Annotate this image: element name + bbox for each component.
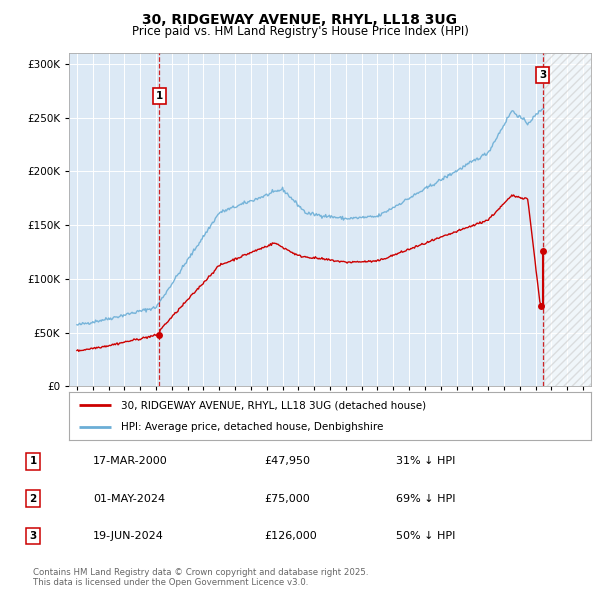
Text: 01-MAY-2024: 01-MAY-2024 [93,494,165,503]
Text: £126,000: £126,000 [264,531,317,540]
Text: 1: 1 [29,457,37,466]
Text: £75,000: £75,000 [264,494,310,503]
Text: 3: 3 [539,70,547,80]
Text: 69% ↓ HPI: 69% ↓ HPI [396,494,455,503]
Text: 30, RIDGEWAY AVENUE, RHYL, LL18 3UG (detached house): 30, RIDGEWAY AVENUE, RHYL, LL18 3UG (det… [121,400,427,410]
Text: 17-MAR-2000: 17-MAR-2000 [93,457,168,466]
Text: 50% ↓ HPI: 50% ↓ HPI [396,531,455,540]
Text: 2: 2 [29,494,37,503]
Text: Price paid vs. HM Land Registry's House Price Index (HPI): Price paid vs. HM Land Registry's House … [131,25,469,38]
Text: 30, RIDGEWAY AVENUE, RHYL, LL18 3UG: 30, RIDGEWAY AVENUE, RHYL, LL18 3UG [143,13,458,27]
Text: HPI: Average price, detached house, Denbighshire: HPI: Average price, detached house, Denb… [121,422,383,432]
Text: 31% ↓ HPI: 31% ↓ HPI [396,457,455,466]
Text: 1: 1 [155,91,163,101]
Text: Contains HM Land Registry data © Crown copyright and database right 2025.
This d: Contains HM Land Registry data © Crown c… [33,568,368,587]
Text: 3: 3 [29,531,37,540]
Bar [544,53,591,386]
Text: £47,950: £47,950 [264,457,310,466]
Text: 19-JUN-2024: 19-JUN-2024 [93,531,164,540]
